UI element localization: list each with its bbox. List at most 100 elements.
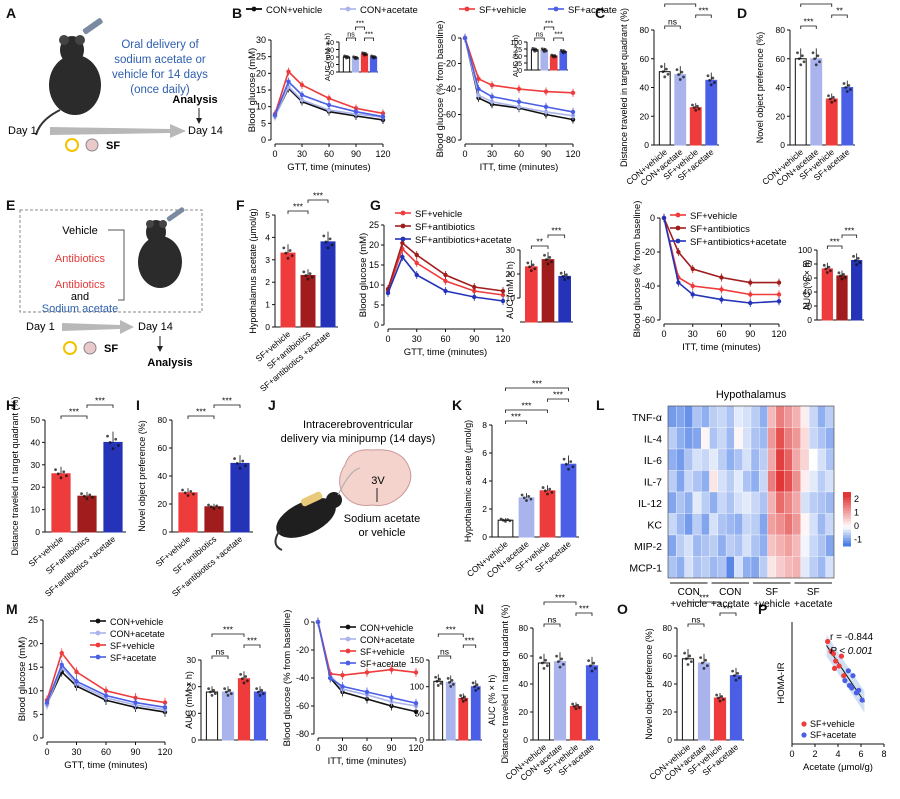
significance-label: *** (545, 21, 553, 28)
heatmap-cell (709, 427, 718, 450)
data-point (776, 299, 782, 304)
H-bar-axis-y-tick-label: 0 (35, 527, 40, 537)
bar-dot (697, 107, 701, 111)
heatmap-cell (709, 405, 718, 428)
data-point (472, 284, 477, 290)
heatmap-cell (717, 556, 727, 579)
bar-dot (660, 65, 663, 68)
significance-label: *** (579, 604, 590, 614)
bar-dot (282, 246, 286, 250)
legend-label: CON+acetate (360, 635, 415, 645)
B-GTT-x-tick-label: 30 (297, 149, 307, 159)
significance-label: ns (668, 17, 677, 27)
significance-label: ** (536, 237, 543, 247)
data-point (776, 292, 782, 297)
legend-marker (95, 642, 101, 648)
G-GTT-y-label: Blood glucose (mM) (358, 233, 369, 317)
bar-dot (737, 676, 741, 680)
bar-sf-acetate (470, 686, 481, 741)
bar-dot (208, 690, 212, 694)
B-ITT-axis-y-tick-label: -40 (443, 84, 456, 94)
bar-dot (588, 664, 592, 668)
K-bar-axis-y-tick-label: 4 (482, 476, 487, 486)
bar-dot (824, 267, 828, 271)
data-point (570, 90, 576, 96)
timeline-arrow-e (62, 320, 134, 334)
significance-label: *** (247, 636, 258, 646)
G-GTT-x-label: GTT, time (minutes) (404, 347, 487, 358)
significance-label: *** (830, 237, 841, 247)
legend-label: SF+acetate (360, 659, 406, 669)
bar-dot (680, 70, 684, 74)
colorbar-segment (843, 502, 851, 506)
heatmap-cell (717, 470, 727, 493)
data-point (272, 112, 278, 118)
legend-label: SF+vehicle (415, 209, 462, 220)
B-ITT-x-tick-label: 0 (462, 149, 467, 159)
N-bar-y-label: Distance traveled in target quadrant (%) (500, 604, 510, 763)
M-ITT-x-tick-label: 0 (315, 743, 320, 753)
B-GTT-x-tick-label: 60 (324, 149, 334, 159)
B-ITT-x-tick-label: 30 (487, 149, 497, 159)
bar-dot (833, 99, 837, 103)
I-bar-axis-y-tick-label: 40 (158, 471, 168, 481)
bar-dot (288, 249, 292, 252)
significance-bracket (505, 387, 569, 391)
significance-bracket (664, 25, 681, 29)
bar-dot (543, 253, 546, 257)
legend-label: CON+vehicle (360, 623, 413, 633)
panel-e-day1: Day 1 (26, 321, 55, 333)
bar-dot (520, 493, 524, 497)
data-point (326, 107, 332, 113)
data-point (400, 240, 405, 246)
heatmap-cell (767, 427, 777, 450)
bar-dot (542, 666, 546, 670)
M-GTT-axis-y-tick-label: 25 (28, 615, 38, 625)
bar-dot (540, 661, 544, 665)
p-x-label: Acetate (μmol/g) (803, 762, 873, 773)
bar-dot (830, 100, 834, 104)
data-point (59, 650, 64, 656)
significance-bracket (364, 37, 374, 41)
N-bar-axis-y-tick-label: 40 (519, 679, 529, 689)
F-bar-axis-y-tick-label: 3 (265, 255, 270, 265)
heatmap-cell (692, 556, 702, 579)
heatmap-cell (701, 448, 710, 471)
heatmap-cell (750, 405, 760, 428)
G-GTT-axis-y-tick-label: 10 (369, 280, 379, 290)
heatmap-cell (742, 405, 752, 428)
heatmap-row-label: IL-12 (638, 498, 662, 510)
panel-letter-k: K (452, 397, 462, 413)
data-point (500, 298, 506, 304)
series-line-con-acetate (464, 37, 574, 117)
bar-dot (845, 90, 849, 93)
significance-bracket (831, 14, 848, 18)
bar-dot (226, 693, 230, 697)
significance-label: ns (536, 32, 544, 39)
legend-marker (95, 654, 101, 660)
heatmap-cell (767, 405, 777, 428)
M-ITT-y-label: Blood glucose (% from baseline) (282, 610, 293, 747)
panel-letter-f: F (236, 197, 245, 213)
H-bar-axis-y-tick-label: 30 (31, 460, 41, 470)
bar-sf-vehicle (569, 705, 583, 741)
G-ITT-bars-bar-axis-y-tick-label: 100 (798, 245, 812, 255)
G-GTT-bars-bar-axis-y-tick-label: 20 (506, 269, 516, 279)
heatmap-cell (817, 448, 826, 471)
heatmap-cell (750, 513, 760, 536)
bar-dot (192, 492, 195, 496)
bar-sf-vehicle (825, 98, 838, 146)
bar-chart-c: 0 20 40 60 80 Distance traveled in target qua… (619, 0, 719, 188)
heatmap-cell (709, 556, 718, 579)
bar-sf-antibiotics-acetate (230, 462, 250, 533)
bar-dot (304, 274, 308, 277)
panel-letter-i: I (136, 397, 140, 413)
significance-bracket (553, 37, 564, 41)
B-GTT-inset-bar-axis-y-tick-label: 0 (330, 70, 334, 77)
bar-dot (813, 57, 817, 61)
heatmap-frame (667, 405, 835, 579)
legend-label: SF+acetate (568, 5, 617, 16)
panel-e-group-vehicle: Vehicle (62, 225, 97, 237)
bar-dot (796, 51, 799, 55)
heatmap-cell (750, 534, 760, 557)
